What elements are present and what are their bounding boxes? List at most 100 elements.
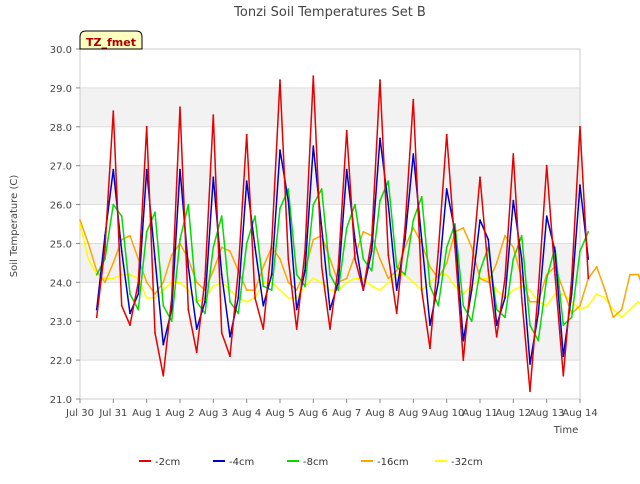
data-point bbox=[420, 195, 423, 198]
legend-item: -2cm bbox=[139, 457, 180, 468]
data-point bbox=[129, 234, 131, 237]
data-point bbox=[220, 332, 223, 334]
data-point bbox=[204, 300, 206, 303]
data-point bbox=[95, 273, 98, 276]
data-point bbox=[145, 125, 148, 128]
data-point bbox=[579, 308, 581, 311]
grid-band bbox=[80, 165, 580, 205]
data-point bbox=[512, 199, 515, 202]
data-point bbox=[504, 277, 506, 280]
data-point bbox=[320, 281, 323, 284]
data-point bbox=[287, 297, 290, 299]
data-point bbox=[362, 230, 365, 233]
data-point bbox=[570, 293, 573, 295]
data-point bbox=[620, 308, 623, 311]
y-tick-label: 23.0 bbox=[50, 317, 72, 328]
data-point bbox=[295, 289, 298, 291]
data-point bbox=[304, 269, 306, 272]
series-layer bbox=[79, 75, 640, 393]
data-point bbox=[562, 324, 565, 326]
data-point bbox=[329, 328, 331, 330]
data-point bbox=[545, 164, 548, 167]
data-point bbox=[137, 258, 140, 260]
data-point bbox=[520, 297, 523, 299]
legend-label: -2cm bbox=[155, 457, 180, 468]
data-point bbox=[370, 250, 373, 253]
data-point bbox=[287, 258, 290, 260]
data-point bbox=[329, 258, 331, 260]
data-point bbox=[287, 199, 290, 202]
y-tick-label: 27.0 bbox=[50, 162, 72, 173]
data-point bbox=[587, 277, 590, 280]
x-tick-label: Aug 6 bbox=[299, 408, 328, 419]
data-point bbox=[354, 238, 356, 241]
data-point bbox=[479, 269, 481, 272]
data-point bbox=[245, 289, 248, 291]
data-point bbox=[187, 265, 190, 268]
data-point bbox=[312, 145, 315, 148]
data-point bbox=[287, 281, 290, 284]
data-point bbox=[462, 339, 465, 342]
data-point bbox=[462, 359, 465, 361]
data-point bbox=[245, 180, 248, 183]
data-point bbox=[162, 304, 165, 307]
data-point bbox=[112, 262, 115, 264]
data-point bbox=[195, 328, 198, 330]
x-tick-label: Aug 8 bbox=[365, 408, 394, 419]
data-point bbox=[295, 308, 298, 311]
legend-item: -32cm bbox=[435, 457, 483, 468]
data-point bbox=[229, 300, 231, 303]
data-point bbox=[262, 285, 265, 288]
data-point bbox=[312, 75, 315, 78]
x-tick-label: Aug 1 bbox=[132, 408, 161, 419]
data-point bbox=[270, 289, 273, 291]
data-point bbox=[512, 289, 515, 291]
data-point bbox=[220, 273, 223, 276]
data-point bbox=[237, 297, 240, 299]
data-point bbox=[412, 153, 415, 155]
data-point bbox=[204, 277, 206, 280]
series-line bbox=[95, 137, 590, 365]
data-point bbox=[387, 203, 390, 206]
data-point bbox=[312, 277, 315, 280]
data-point bbox=[245, 133, 248, 136]
data-point bbox=[554, 250, 556, 253]
data-point bbox=[154, 297, 156, 299]
data-point bbox=[279, 79, 281, 81]
data-point bbox=[570, 316, 573, 319]
data-point bbox=[345, 227, 348, 229]
x-tick-label: Aug 7 bbox=[332, 408, 361, 419]
data-point bbox=[587, 304, 590, 307]
data-point bbox=[212, 114, 215, 116]
data-point bbox=[529, 390, 531, 393]
data-point bbox=[112, 168, 115, 171]
data-point bbox=[287, 188, 290, 190]
data-point bbox=[587, 230, 590, 233]
data-point bbox=[179, 168, 181, 171]
data-point bbox=[512, 246, 515, 249]
data-point bbox=[154, 293, 156, 295]
data-point bbox=[120, 250, 123, 253]
data-point bbox=[529, 324, 531, 326]
data-point bbox=[620, 316, 623, 319]
data-point bbox=[345, 129, 348, 132]
x-axis: Jul 30 Jul 31 Aug 1 Aug 2 Aug 3 Aug 4 Aug 5 Aug… bbox=[65, 399, 598, 419]
data-point bbox=[362, 289, 365, 291]
y-tick-label: 26.0 bbox=[50, 201, 72, 212]
x-tick-label: Jul 30 bbox=[65, 408, 94, 419]
data-point bbox=[454, 246, 456, 249]
data-point bbox=[579, 125, 581, 128]
data-point bbox=[120, 215, 123, 218]
series-line bbox=[95, 75, 590, 392]
data-point bbox=[445, 188, 448, 190]
badge-label: TZ_fmet bbox=[86, 36, 136, 49]
legend-label: -16cm bbox=[377, 457, 409, 468]
data-point bbox=[629, 308, 631, 311]
data-point bbox=[437, 250, 440, 253]
data-point bbox=[137, 293, 140, 295]
data-point bbox=[562, 289, 565, 291]
data-point bbox=[529, 363, 531, 365]
data-point bbox=[320, 227, 323, 229]
y-tick-label: 29.0 bbox=[50, 84, 72, 95]
data-point bbox=[445, 133, 448, 136]
